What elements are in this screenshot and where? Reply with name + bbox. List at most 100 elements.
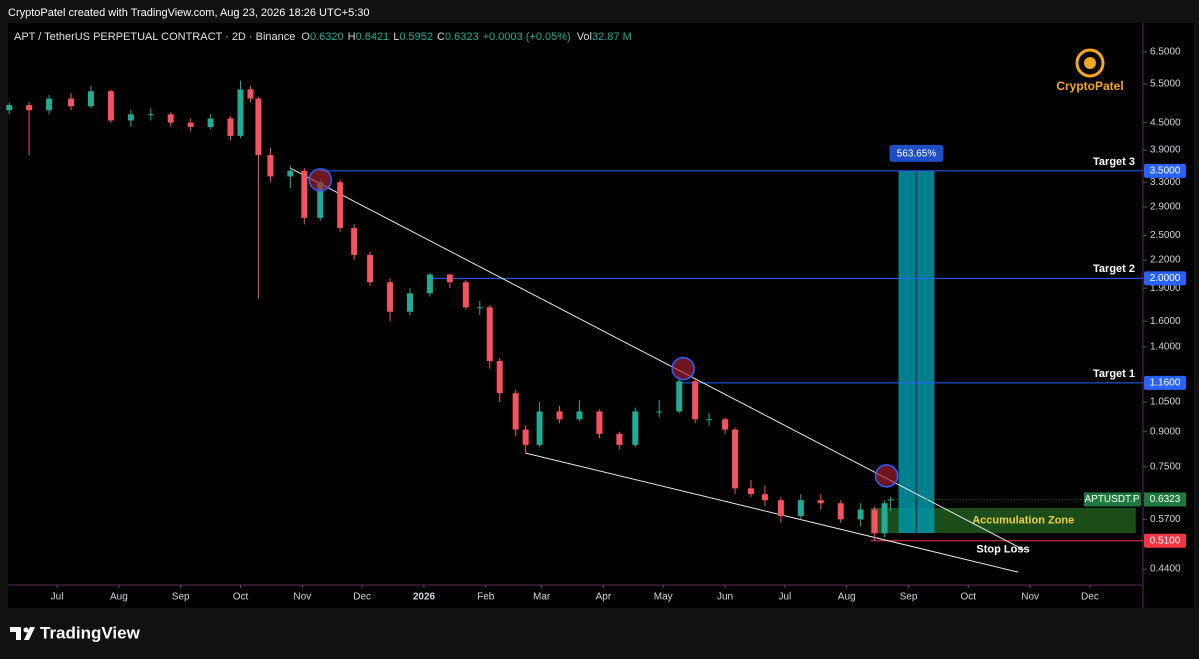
credit: CryptoPatel created with TradingView.com… — [8, 7, 370, 19]
candle-body — [576, 411, 583, 420]
ohlc-value: 0.6320 — [310, 31, 344, 43]
ohlc-key: O — [301, 31, 310, 43]
level-name: Target 3 — [1093, 156, 1135, 168]
level-value: 1.1600 — [1150, 378, 1181, 389]
candle-body — [337, 182, 344, 228]
zone-label: Accumulation Zone — [972, 514, 1074, 526]
volume-label: Vol — [577, 31, 592, 43]
y-tick-label: 1.9000 — [1150, 283, 1181, 294]
y-tick-label: 2.5000 — [1150, 230, 1181, 241]
y-tick-label: 3.3000 — [1150, 177, 1181, 188]
candle-body — [237, 89, 244, 136]
x-tick-label: Nov — [293, 592, 311, 603]
candle-body — [446, 274, 453, 283]
y-tick-label: 0.5700 — [1150, 514, 1181, 525]
highlight-circle — [308, 168, 333, 192]
candle-body — [732, 429, 739, 489]
candle-body — [881, 503, 888, 534]
candle-body — [46, 98, 53, 111]
candle-body — [426, 274, 433, 294]
target-percent: 563.65% — [897, 149, 937, 160]
x-tick-label: Oct — [233, 592, 249, 603]
candle-body — [255, 98, 262, 156]
candle-body — [227, 118, 234, 136]
candle-body — [486, 307, 493, 362]
candle-body — [817, 500, 824, 504]
last-price-tag — [1084, 492, 1141, 507]
candle-body — [247, 89, 254, 99]
highlight-circle — [671, 356, 695, 381]
candle-body — [367, 254, 374, 283]
y-tick-label: 0.9000 — [1150, 426, 1181, 437]
candle-body — [127, 114, 134, 121]
candle-body — [871, 509, 878, 534]
candle-body — [632, 411, 639, 445]
candle-body — [68, 98, 75, 107]
y-tick-label: 1.4000 — [1150, 341, 1181, 352]
candle-body — [317, 182, 324, 218]
candle-body — [167, 114, 174, 123]
x-tick-label: Jun — [717, 592, 733, 603]
candle-body — [676, 381, 683, 412]
level-value: 3.5000 — [1150, 166, 1181, 177]
candle-body — [267, 155, 274, 177]
level-name: Target 1 — [1093, 368, 1135, 380]
y-tick-label: 4.5000 — [1150, 117, 1181, 128]
candle-body — [616, 433, 623, 445]
x-tick-label: Aug — [110, 592, 128, 603]
candle-body — [777, 500, 784, 517]
x-tick-label: Apr — [596, 592, 612, 603]
candle-body — [107, 91, 114, 121]
y-tick-label: 0.4400 — [1150, 564, 1181, 575]
candle-body — [706, 419, 713, 421]
candle-body — [536, 411, 543, 445]
volume: 32.87 M — [592, 31, 632, 43]
tv-icon — [10, 627, 35, 640]
highlight-circle — [874, 464, 899, 488]
level-badge — [1144, 533, 1186, 548]
footer-text: TradingView — [40, 623, 141, 642]
candle-body — [387, 282, 394, 312]
ohlc-value: 0.5952 — [399, 31, 433, 43]
logo-icon — [1084, 57, 1096, 69]
candle-body — [656, 411, 663, 413]
candle-body — [147, 114, 154, 116]
candle-body — [747, 488, 754, 495]
candle-body — [301, 170, 308, 218]
y-tick-label: 6.5000 — [1150, 47, 1181, 58]
candle-body — [496, 361, 503, 394]
symbol: APT / TetherUS PERPETUAL CONTRACT · 2D ·… — [14, 31, 295, 43]
candle-body — [722, 419, 729, 430]
x-tick-label: 2026 — [413, 592, 436, 603]
x-tick-label: Sep — [172, 592, 190, 603]
candle-body — [351, 227, 358, 255]
candle-body — [797, 500, 804, 517]
level-name: Target 2 — [1093, 263, 1135, 275]
x-tick-label: Nov — [1021, 592, 1039, 603]
level-badge — [1144, 163, 1186, 178]
candle-body — [522, 429, 529, 445]
tv-icon — [23, 627, 29, 633]
level-badge — [1144, 271, 1186, 286]
level-value: 0.5100 — [1150, 535, 1181, 546]
y-tick-label: 2.2000 — [1150, 255, 1181, 266]
candle-body — [187, 122, 194, 127]
ohlc-key: C — [437, 31, 445, 43]
candle-body — [761, 494, 768, 501]
x-tick-label: Oct — [961, 592, 977, 603]
x-tick-label: Feb — [477, 592, 495, 603]
candle-body — [87, 91, 94, 107]
level-badge — [1144, 375, 1186, 390]
y-tick-label: 1.0500 — [1150, 397, 1181, 408]
legend-line: APT / TetherUS PERPETUAL CONTRACT · 2D ·… — [14, 31, 632, 43]
y-tick-label: 3.9000 — [1150, 145, 1181, 156]
y-tick-label: 1.6000 — [1150, 316, 1181, 327]
last-price-value: 0.6323 — [1150, 494, 1181, 505]
candle-body — [556, 411, 563, 420]
ohlc-key: L — [393, 31, 399, 43]
candle-body — [406, 293, 413, 312]
level-name: Stop Loss — [976, 544, 1029, 556]
logo: CryptoPatel — [1056, 48, 1124, 93]
ohlc-key: H — [348, 31, 356, 43]
